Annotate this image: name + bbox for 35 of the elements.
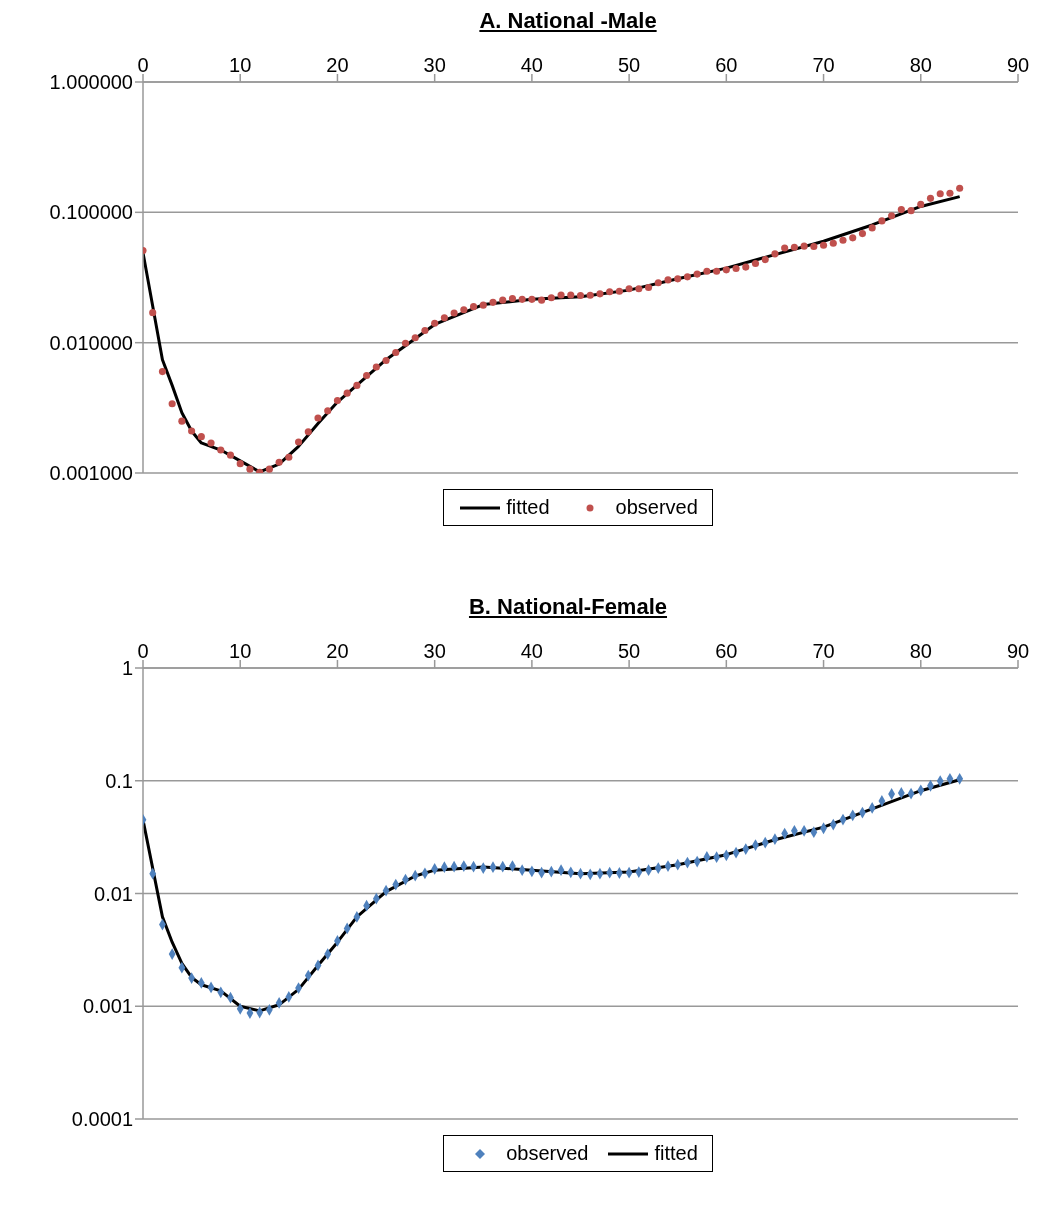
y-tick-label: 0.001000 bbox=[49, 462, 133, 485]
x-tick-label: 40 bbox=[520, 54, 544, 76]
y-tick-label: 0.01 bbox=[94, 882, 133, 905]
y-tick-label: 1.000000 bbox=[49, 71, 133, 94]
chart-title: A. National -Male bbox=[478, 8, 658, 34]
x-tick-label: 70 bbox=[812, 54, 835, 76]
x-tick-label: 30 bbox=[423, 640, 446, 662]
legend-label: fitted bbox=[653, 1142, 698, 1165]
x-tick-label: 90 bbox=[1006, 54, 1030, 76]
chart-title: B. National-Female bbox=[467, 594, 668, 620]
legend-label: observed bbox=[505, 1142, 589, 1165]
x-tick-label: 80 bbox=[909, 54, 932, 76]
y-tick-label: 0.0001 bbox=[71, 1108, 133, 1131]
x-tick-label: 80 bbox=[909, 640, 932, 662]
legend-label: fitted bbox=[505, 496, 550, 519]
x-tick-label: 70 bbox=[812, 640, 835, 662]
x-tick-label: 0 bbox=[137, 640, 149, 662]
x-tick-label: 10 bbox=[229, 640, 252, 662]
y-tick-label: 0.001 bbox=[82, 995, 133, 1018]
x-tick-label: 30 bbox=[423, 54, 446, 76]
y-tick-label: 0.1 bbox=[105, 769, 133, 792]
x-tick-label: 0 bbox=[137, 54, 149, 76]
y-tick-label: 0.010000 bbox=[49, 331, 133, 354]
x-tick-label: 10 bbox=[229, 54, 252, 76]
x-tick-label: 50 bbox=[617, 54, 641, 76]
x-tick-label: 60 bbox=[715, 640, 738, 662]
y-tick-label: 1 bbox=[121, 657, 133, 680]
x-tick-label: 50 bbox=[617, 640, 641, 662]
x-tick-label: 90 bbox=[1006, 640, 1030, 662]
x-tick-label: 60 bbox=[715, 54, 738, 76]
legend-label: observed bbox=[614, 496, 698, 519]
x-tick-label: 20 bbox=[326, 640, 349, 662]
x-tick-label: 40 bbox=[520, 640, 544, 662]
y-tick-label: 0.100000 bbox=[49, 201, 133, 224]
x-tick-label: 20 bbox=[326, 54, 349, 76]
